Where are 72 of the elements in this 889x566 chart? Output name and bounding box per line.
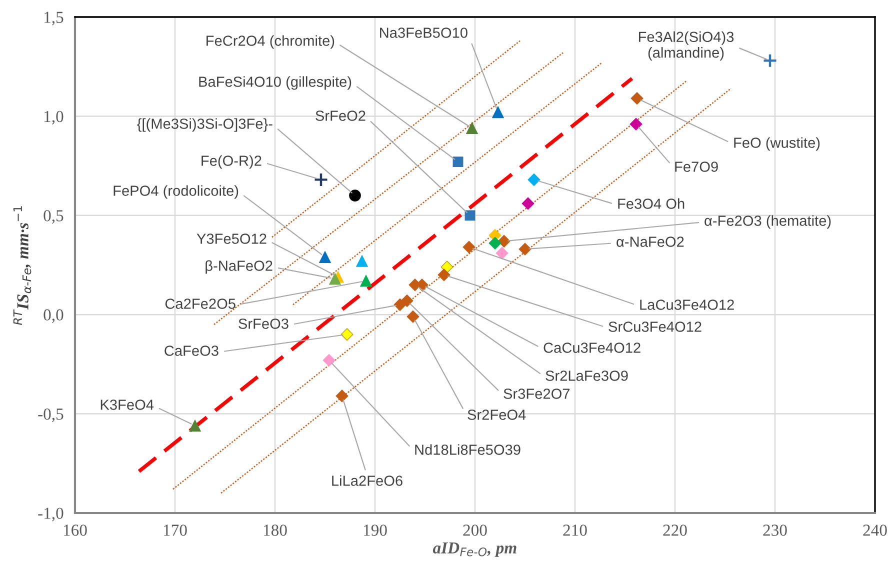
point [464, 210, 476, 221]
x-tick-label: 190 [364, 524, 387, 536]
text: Na3FeB5O10 [380, 28, 468, 38]
y-tick-label: -1,0 [38, 508, 64, 522]
text: Ca2Fe2O5 [165, 298, 236, 309]
text: SrFeO2 [316, 110, 366, 121]
y-tick-label: 0,5 [44, 210, 64, 224]
point [336, 390, 348, 402]
point [356, 255, 368, 267]
text: Fe(O-R)2 [202, 155, 262, 169]
y-tick-label: 1,0 [44, 110, 64, 125]
text: β-NaFeO2 [206, 260, 272, 274]
text: Fe3Al2(SiO4)3 (almandine) [638, 31, 734, 61]
point [349, 190, 361, 202]
x-tick-label: 160 [64, 524, 87, 536]
text: FeCr2O4 (chromite) [206, 35, 334, 49]
text: SrCu3Fe4O12 [608, 322, 702, 332]
text: FePO4 (rodolicoite) [114, 185, 238, 199]
x-tick-label: 210 [563, 524, 587, 536]
y-tick-label: -0,5 [38, 408, 64, 422]
text: α-NaFeO2 [616, 236, 684, 247]
x-tick-label: 230 [763, 524, 787, 536]
text: LaCu3Fe4O12 [640, 300, 734, 310]
text: K3FeO4 [100, 400, 154, 410]
point [322, 354, 336, 366]
point [360, 274, 372, 287]
point [340, 328, 354, 341]
text: Nd18Li8Fe5O39 [415, 444, 520, 455]
point [319, 251, 331, 263]
text: Sr2LaFe3O9 [546, 370, 628, 381]
point [452, 156, 464, 168]
text: Fe7O9 [675, 162, 718, 172]
point [492, 106, 504, 118]
text: Sr3Fe2O7 [504, 388, 570, 399]
y-tick-label: 1,5 [44, 12, 64, 26]
point [488, 236, 502, 250]
point [406, 310, 420, 323]
y-tick-label: 0,0 [44, 309, 64, 323]
point [438, 268, 450, 282]
x-tick-label: 180 [264, 524, 287, 536]
x-tick-label: 170 [164, 524, 187, 536]
point [329, 272, 341, 285]
point [518, 242, 532, 256]
text: Y3Fe5O12 [196, 234, 266, 244]
point [394, 298, 406, 311]
text: {[(Me3Si)3Si-O]3Fe}- [137, 118, 272, 132]
point [762, 53, 778, 68]
text: α-Fe2O3 (hematite) [704, 215, 831, 229]
text: Fe3O4 Oh [618, 198, 684, 209]
text: CaCu3Fe4O12 [544, 342, 640, 353]
text: Sr2FeO4 [468, 410, 526, 420]
point [462, 240, 476, 254]
text: SrFeO3 [238, 318, 288, 329]
text: BaFeSi4O10 (gillespite) [199, 76, 352, 90]
x-tick-label: 240 [863, 524, 887, 536]
point [466, 122, 478, 134]
point [630, 92, 644, 105]
text: CaFeO3 [164, 346, 218, 356]
point [528, 173, 540, 186]
point [522, 197, 534, 210]
point [189, 420, 201, 432]
text: FeO (wustite) [734, 137, 820, 151]
point [630, 118, 642, 130]
y-axis-title: $^{RT}$IS$_{α‐Fe}$, mm·s$^{−1}$ [13, 206, 32, 325]
point [496, 246, 508, 260]
x-tick-label: 200 [463, 524, 487, 536]
x-axis-title: aID$_{Fe‐O}$, pm [432, 542, 516, 557]
point [314, 172, 328, 188]
point [498, 234, 510, 248]
text: LiLa2FeO6 [332, 475, 402, 486]
point [440, 260, 454, 274]
x-tick-label: 220 [663, 524, 687, 536]
